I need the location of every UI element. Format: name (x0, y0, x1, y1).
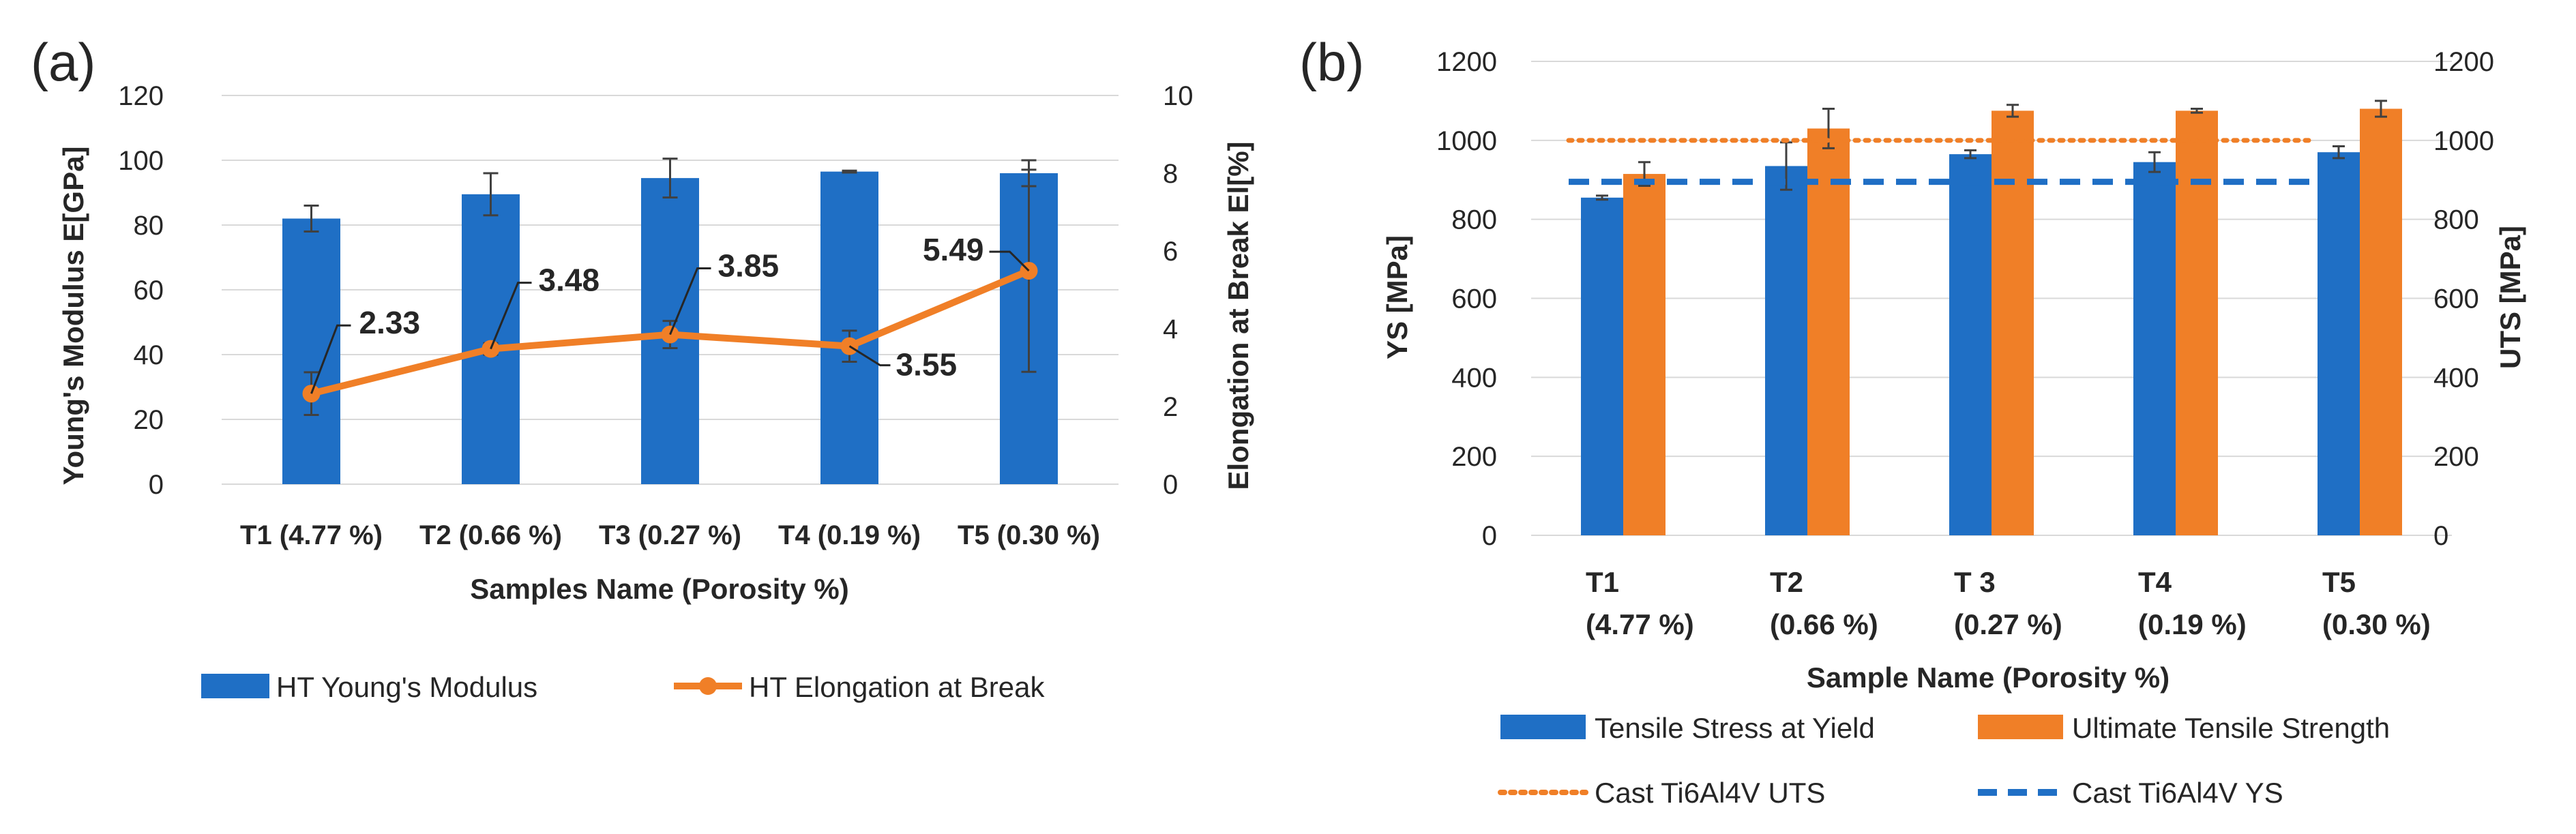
a-y-tick-label: 40 (134, 340, 164, 370)
b-y-tick-label-right: 800 (2433, 205, 2479, 235)
b-x-tick-label: T2 (1770, 566, 1803, 598)
b-bar-uts (1623, 174, 1665, 535)
b-y-tick-label: 800 (1451, 205, 1497, 235)
a-y-axis-title-right: Elongation at Break El[%] (1222, 141, 1254, 490)
b-legend-label-cast-ys: Cast Ti6Al4V YS (2072, 777, 2283, 809)
b-y-tick-label: 1200 (1436, 47, 1497, 77)
a-y-tick-label-right: 0 (1163, 470, 1178, 500)
a-elongation-line: 2.33 3.48 3.85 3.55 5.49 (302, 168, 1038, 417)
b-x-tick-label: T1 (1586, 566, 1619, 598)
a-legend-swatch-modulus (201, 674, 269, 698)
b-bars (1581, 100, 2402, 536)
panel-label-a: (a) (31, 32, 95, 92)
a-legend-label-elongation: HT Elongation at Break (749, 671, 1045, 703)
b-y-axis-title-right: UTS [MPa] (2494, 226, 2526, 369)
a-bar-modulus (820, 171, 878, 484)
b-y-tick-label-right: 200 (2433, 442, 2479, 472)
panel-label-b: (b) (1299, 32, 1364, 92)
a-x-tick-label: T3 (0.27 %) (599, 520, 741, 550)
b-y-axis-title: YS [MPa] (1381, 235, 1413, 359)
a-x-tick-label: T1 (4.77 %) (240, 520, 383, 550)
b-legend-label-uts: Ultimate Tensile Strength (2072, 712, 2390, 744)
b-legend: Tensile Stress at Yield Ultimate Tensile… (1498, 712, 2390, 809)
a-left-axis-ticks: 0 20 40 60 80 100 120 (118, 81, 164, 500)
a-data-label-leader (490, 282, 532, 350)
a-y-tick-label-right: 4 (1163, 314, 1178, 344)
a-data-label: 2.33 (359, 305, 421, 340)
b-y-tick-label: 200 (1451, 442, 1497, 472)
b-y-tick-label-right: 400 (2433, 363, 2479, 393)
a-data-label: 3.48 (539, 263, 600, 298)
a-data-label-leader (669, 267, 711, 336)
a-x-tick-label: T5 (0.30 %) (958, 520, 1100, 550)
b-category-labels: T1 (4.77 %) T2 (0.66 %) T 3 (0.27 %) T4 (0.19 %… (1586, 566, 2431, 640)
a-x-tick-label: T4 (0.19 %) (778, 520, 921, 550)
b-legend-label-cast-uts: Cast Ti6Al4V UTS (1595, 777, 1825, 809)
a-legend-label-modulus: HT Young's Modulus (276, 671, 537, 703)
a-y-tick-label: 20 (134, 405, 164, 435)
a-data-label: 3.55 (896, 347, 958, 383)
a-x-axis-title: Samples Name (Porosity %) (470, 573, 849, 605)
b-legend-swatch-uts (1978, 715, 2063, 739)
b-y-tick-label: 0 (1482, 521, 1497, 551)
b-bar-yield (1949, 154, 1992, 535)
b-y-tick-label-right: 600 (2433, 284, 2479, 314)
chart-panel-a: (a) 2.333.48 3.853.555.49 020406080100120… (31, 32, 1254, 703)
b-x-tick-label-porosity: (0.66 %) (1770, 608, 1878, 640)
b-y-tick-label-right: 1000 (2433, 126, 2494, 156)
b-y-tick-label: 600 (1451, 284, 1497, 314)
a-data-label-leader (848, 345, 891, 367)
b-x-tick-label: T5 (2322, 566, 2356, 598)
a-y-tick-label-right: 10 (1163, 81, 1194, 111)
a-y-axis-title: Young's Modulus E[GPa] (57, 147, 89, 486)
b-bar-uts (2360, 108, 2402, 535)
a-y-tick-label: 100 (118, 146, 164, 176)
a-category-labels: T1 (4.77 %) T2 (0.66 %) T3 (0.27 %) T4 (0.1… (240, 520, 1100, 550)
b-y-tick-label-right: 0 (2433, 521, 2448, 551)
a-legend: HT Young's Modulus HT Elongation at Brea… (201, 671, 1045, 703)
a-data-label: 5.49 (923, 232, 984, 267)
b-right-axis-ticks: 0 200 400 600 800 1000 1200 (2433, 47, 2494, 551)
a-data-label-leader (989, 250, 1030, 272)
b-y-tick-label: 1000 (1436, 126, 1497, 156)
a-right-axis-ticks: 0 2 4 6 8 10 (1163, 81, 1194, 500)
b-x-tick-label-porosity: (0.19 %) (2138, 608, 2247, 640)
b-reference-lines (1566, 138, 2315, 185)
a-x-tick-label: T2 (0.66 %) (419, 520, 562, 550)
a-bar-modulus (462, 194, 520, 484)
a-y-tick-label: 80 (134, 211, 164, 241)
b-y-tick-label: 400 (1451, 363, 1497, 393)
b-x-axis-title: Sample Name (Porosity %) (1807, 661, 2170, 694)
a-y-tick-label: 120 (118, 81, 164, 111)
a-y-tick-label-right: 6 (1163, 237, 1178, 267)
a-y-tick-label: 0 (149, 470, 164, 500)
b-bar-uts (1992, 110, 2034, 536)
a-y-tick-label-right: 2 (1163, 392, 1178, 422)
b-bar-uts (1807, 128, 1850, 536)
a-y-tick-label-right: 8 (1163, 159, 1178, 189)
b-x-tick-label-porosity: (0.27 %) (1954, 608, 2062, 640)
b-bar-yield (2318, 152, 2360, 536)
b-bar-yield (1765, 166, 1807, 535)
a-legend-marker-elongation (699, 677, 717, 695)
b-legend-label-yield: Tensile Stress at Yield (1595, 712, 1875, 744)
a-data-label-leader (310, 324, 351, 394)
b-y-tick-label-right: 1200 (2433, 47, 2494, 77)
b-bar-yield (2133, 162, 2176, 535)
a-data-label: 3.85 (718, 248, 780, 284)
b-x-tick-label-porosity: (0.30 %) (2322, 608, 2431, 640)
b-left-axis-ticks: 0 200 400 600 800 1000 1200 (1436, 47, 1497, 551)
a-bar-modulus (282, 218, 340, 484)
a-y-tick-label: 60 (134, 275, 164, 306)
b-legend-swatch-yield (1500, 715, 1586, 739)
b-x-tick-label-porosity: (4.77 %) (1586, 608, 1694, 640)
b-bar-yield (1581, 197, 1623, 535)
b-x-tick-label: T4 (2138, 566, 2172, 598)
b-bar-uts (2176, 110, 2218, 536)
b-x-tick-label: T 3 (1954, 566, 1996, 598)
chart-panel-b: (b) 0 200 400 600 800 1000 1200 0 200 400 600 800 1… (1299, 32, 2526, 809)
